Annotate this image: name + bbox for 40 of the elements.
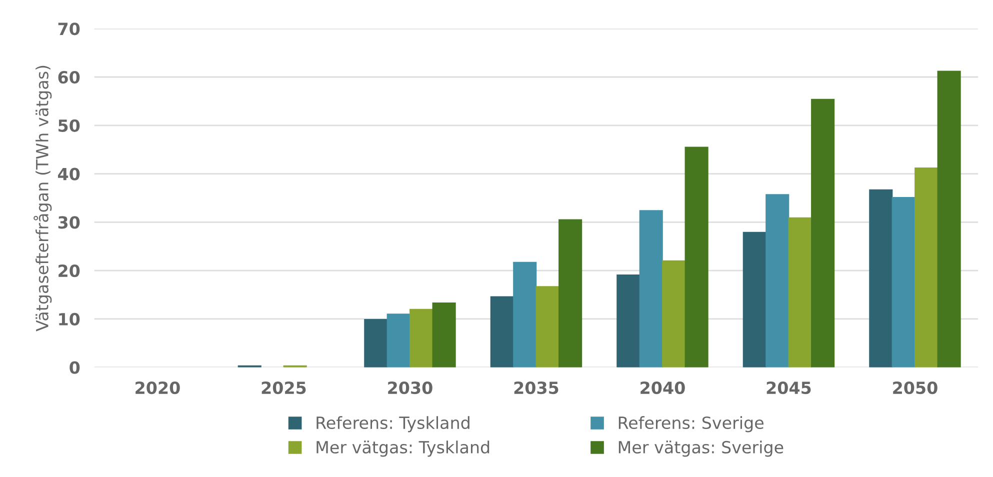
y-tick-label: 50 xyxy=(58,119,80,132)
bar xyxy=(490,296,514,368)
x-tick-label: 2045 xyxy=(766,381,811,394)
bar xyxy=(662,260,686,368)
bar xyxy=(410,308,434,368)
y-tick-label: 60 xyxy=(58,70,80,84)
bar xyxy=(892,197,916,368)
y-tick-label: 0 xyxy=(70,361,80,374)
legend-label: Mer vätgas: Sverige xyxy=(618,440,784,457)
x-tick-label: 2035 xyxy=(514,381,558,394)
x-tick-label: 2020 xyxy=(136,381,180,394)
y-tick-label: 20 xyxy=(58,264,80,278)
bar xyxy=(616,274,640,368)
bar xyxy=(937,70,961,368)
bar xyxy=(811,98,835,368)
x-tick-label: 2040 xyxy=(640,381,685,394)
bar xyxy=(639,210,663,368)
y-tick-label: 40 xyxy=(58,168,80,180)
bar xyxy=(684,146,708,368)
bar xyxy=(558,219,582,368)
legend-label: Referens: Sverige xyxy=(618,416,764,432)
bar xyxy=(742,232,766,368)
legend-label: Referens: Tyskland xyxy=(316,416,470,432)
bar xyxy=(432,302,456,368)
bar xyxy=(914,168,938,368)
x-tick-label: 2050 xyxy=(893,381,938,394)
y-tick-label: 10 xyxy=(59,312,80,326)
bar xyxy=(513,262,537,368)
bar xyxy=(536,286,560,368)
x-tick-label: 2025 xyxy=(262,381,306,394)
bar xyxy=(766,194,790,368)
legend-label: Mer vätgas: Tyskland xyxy=(316,440,490,457)
y-tick-label: 30 xyxy=(58,216,80,229)
bar xyxy=(364,318,388,368)
bar xyxy=(788,217,812,368)
y-tick-label: 70 xyxy=(58,22,80,36)
bar xyxy=(869,189,893,368)
bar xyxy=(386,314,410,368)
x-tick-label: 2030 xyxy=(388,381,432,394)
y-axis-title: Vätgasefterfrågan (TWh vätgas) xyxy=(34,66,52,332)
